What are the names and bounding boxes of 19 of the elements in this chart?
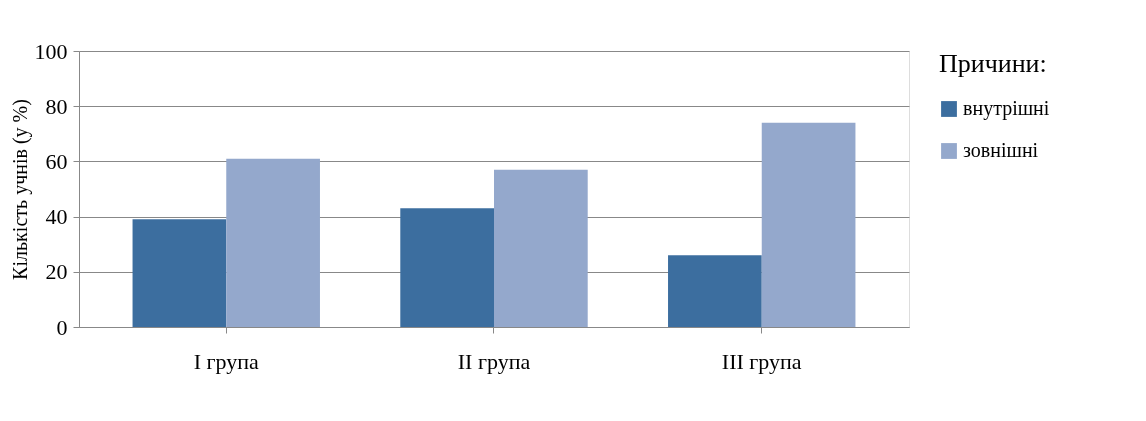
x-tick-label: I група — [193, 348, 260, 374]
y-tick-label: 0 — [56, 314, 68, 340]
legend-label: зовнішні — [963, 139, 1039, 161]
bar — [226, 158, 320, 327]
bar — [494, 169, 588, 327]
y-tick-label: 40 — [45, 204, 68, 230]
x-tick-label: III група — [721, 348, 802, 374]
bar — [400, 208, 494, 327]
bar — [761, 122, 856, 327]
y-axis-title: Кількість учнів (у %) — [8, 99, 32, 280]
y-tick-label: 60 — [45, 148, 68, 174]
legend-title: Причини: — [939, 49, 1047, 78]
y-tick-label: 20 — [45, 259, 68, 285]
y-tick-label: 80 — [45, 93, 68, 119]
bar — [132, 219, 227, 327]
y-tick-label: 100 — [34, 38, 68, 64]
legend-label: внутрішні — [963, 97, 1050, 120]
bar — [668, 255, 762, 327]
x-tick-label: II група — [457, 348, 531, 374]
